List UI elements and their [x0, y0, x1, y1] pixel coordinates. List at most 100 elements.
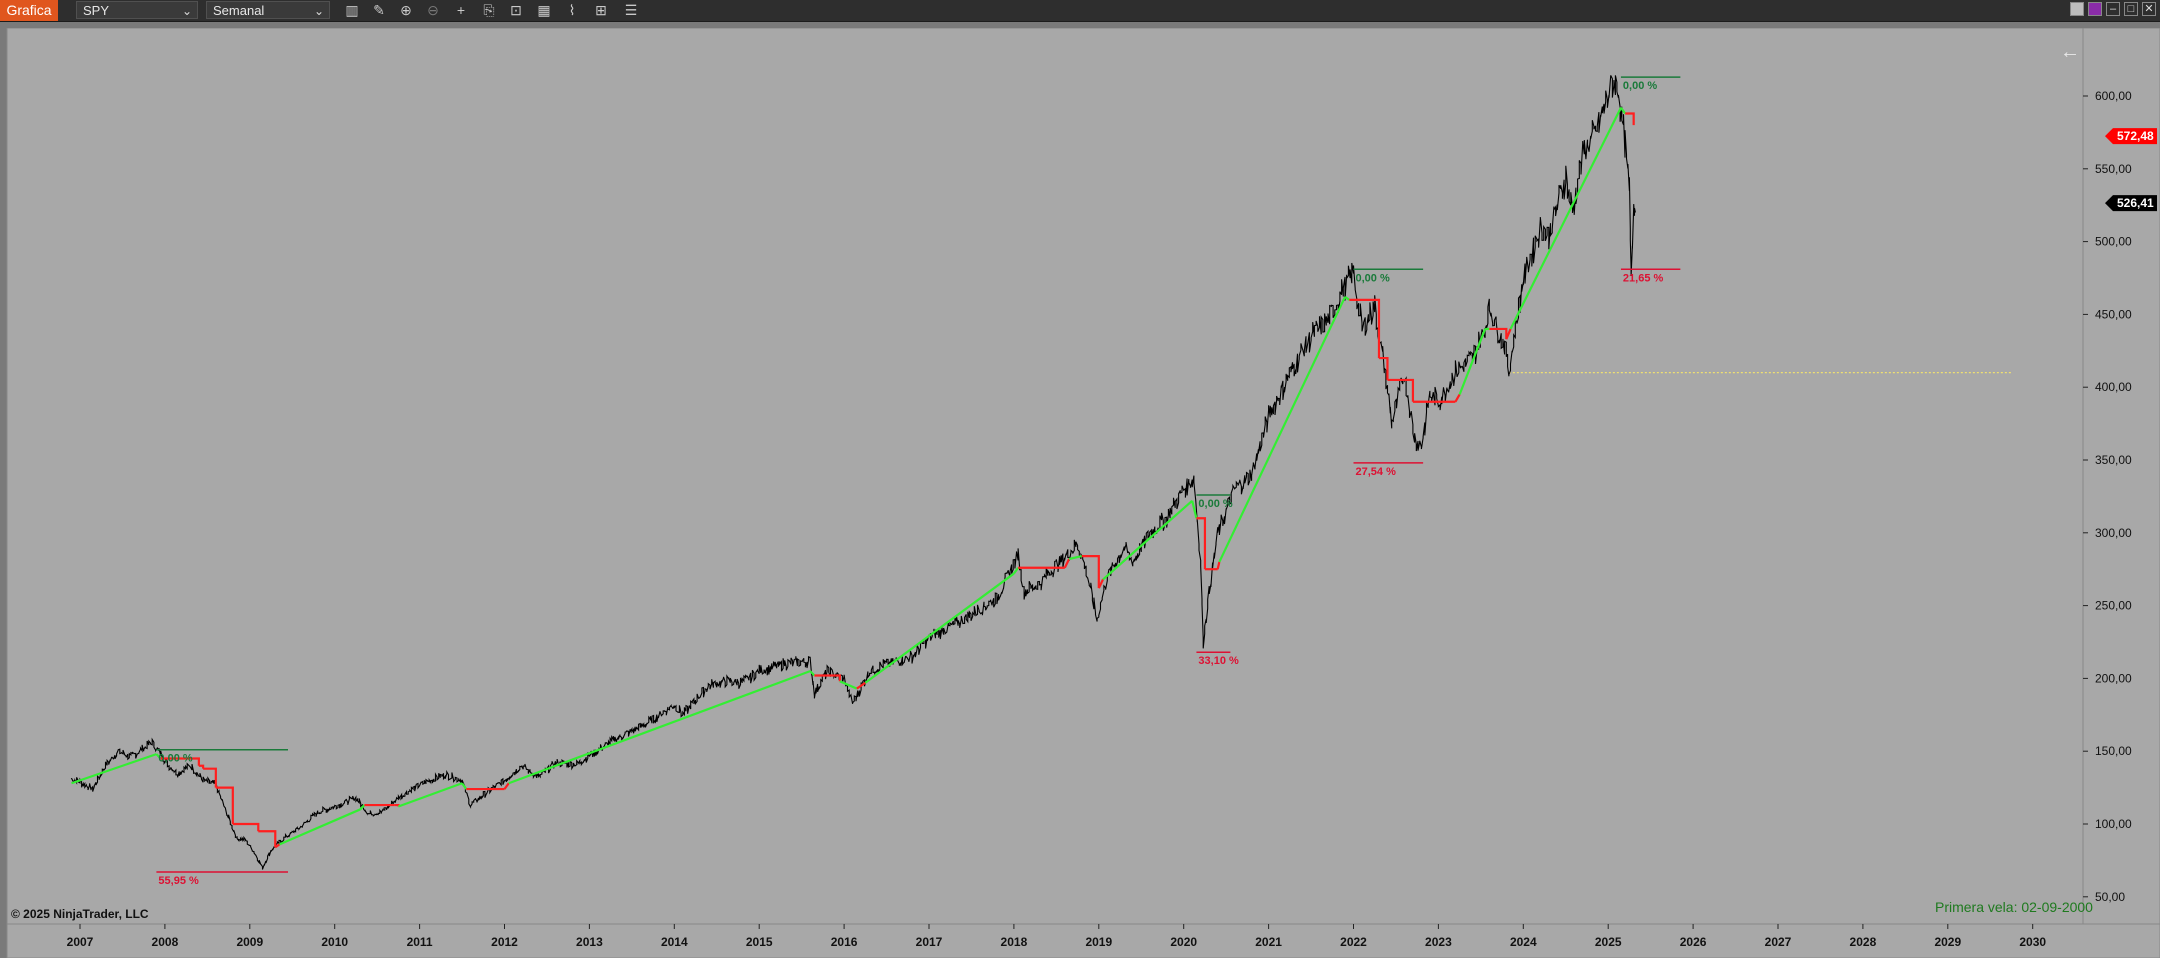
crosshair-icon[interactable]: +: [456, 2, 466, 18]
trailing-stop-down: [1625, 112, 1635, 126]
x-tick-label: 2025: [1595, 935, 1622, 949]
trailing-stop-down: [1196, 517, 1207, 570]
x-tick-label: 2019: [1085, 935, 1112, 949]
y-tick-label: 100,00: [2095, 817, 2132, 831]
peak-label: 0,00 %: [1356, 272, 1390, 284]
close-icon[interactable]: ✕: [2142, 2, 2156, 16]
y-tick-label: 150,00: [2095, 744, 2132, 758]
indicators-icon[interactable]: ▦: [537, 2, 551, 18]
trailing-stop-up: [508, 670, 811, 785]
trailing-stop-down: [1489, 327, 1508, 340]
instrument-select[interactable]: SPY ⌄: [76, 1, 198, 19]
peak-label: 0,00 %: [158, 753, 192, 765]
chart-panel[interactable]: 600,00 550,00 500,00 450,00 400,00 350,00 300,…: [5, 28, 2160, 958]
last-price-marker: [2105, 195, 2157, 212]
y-tick-label: 200,00: [2095, 671, 2132, 685]
x-axis-panel[interactable]: [6, 923, 2160, 958]
strategies-icon[interactable]: ⌇: [568, 2, 576, 18]
chevron-down-icon: ⌄: [313, 4, 324, 18]
x-tick-label: 2017: [916, 935, 943, 949]
x-tick-label: 2016: [831, 935, 858, 949]
trailing-stop-up: [1218, 296, 1347, 563]
y-tick-label: 600,00: [2095, 89, 2132, 103]
trailing-stop-down: [1081, 554, 1100, 589]
trailing-stop-up: [279, 808, 361, 846]
properties-icon[interactable]: ⎘: [483, 2, 495, 18]
trailing-stop-up: [461, 782, 468, 790]
trailing-stop-down: [215, 786, 234, 824]
x-tick-label: 2007: [67, 935, 94, 949]
y-tick-label: 300,00: [2095, 526, 2132, 540]
maximize-icon[interactable]: □: [2124, 2, 2138, 16]
window-title[interactable]: Grafica: [0, 0, 58, 21]
x-tick-label: 2030: [2019, 935, 2046, 949]
x-tick-label: 2027: [1765, 935, 1792, 949]
y-tick-label: 500,00: [2095, 235, 2132, 249]
trailing-stop-up: [864, 572, 1015, 684]
templates-icon[interactable]: ⊞: [595, 2, 607, 18]
y-axis-panel[interactable]: [2082, 28, 2160, 925]
x-tick-label: 2024: [1510, 935, 1537, 949]
trailing-stop-down: [258, 830, 277, 848]
period-select[interactable]: Semanal ⌄: [206, 1, 330, 19]
trailing-stop-down: [1505, 328, 1512, 340]
price-chart[interactable]: 600,00 550,00 500,00 450,00 400,00 350,00 300,…: [5, 28, 2160, 958]
chevron-down-icon: ⌄: [181, 4, 192, 18]
trailing-stop-down: [232, 822, 260, 832]
x-tick-label: 2010: [321, 935, 348, 949]
zoom-out-icon[interactable]: ⊖: [427, 2, 439, 18]
y-tick-label: 450,00: [2095, 307, 2132, 321]
trailing-stop-down: [274, 843, 281, 849]
x-tick-label: 2020: [1170, 935, 1197, 949]
copyright-text: © 2025 NinjaTrader, LLC: [11, 907, 149, 921]
zoom-in-icon[interactable]: ⊕: [400, 2, 412, 18]
trailing-stop-up: [1344, 296, 1350, 301]
trailing-stop-down: [1063, 558, 1071, 569]
last-price-marker: [2105, 128, 2157, 145]
period-value: Semanal: [213, 3, 265, 18]
x-tick-label: 2023: [1425, 935, 1452, 949]
more-icon[interactable]: ☰: [624, 2, 638, 18]
drawdown-label: 55,95 %: [158, 875, 199, 887]
chart-toolbar: Grafica SPY ⌄ Semanal ⌄ ▥ ✎ ⊕ ⊖ + ⎘ ⊡ ▦ …: [0, 0, 2160, 22]
last-price-label: 572,48: [2117, 129, 2154, 143]
x-tick-label: 2008: [152, 935, 179, 949]
trailing-stop-down: [503, 782, 510, 790]
x-tick-label: 2009: [236, 935, 263, 949]
trailing-stop-up: [397, 782, 463, 808]
draw-icon[interactable]: ✎: [373, 2, 385, 18]
instrument-value: SPY: [83, 3, 110, 18]
y-tick-label: 550,00: [2095, 162, 2132, 176]
trailing-stop-down: [160, 757, 200, 766]
x-tick-label: 2029: [1934, 935, 1961, 949]
drawdown-label: 21,65 %: [1623, 272, 1664, 284]
plot-area[interactable]: [6, 28, 2084, 925]
bar-type-icon[interactable]: ▥: [345, 2, 359, 18]
link-icon[interactable]: [2070, 2, 2084, 16]
trailing-stop-up: [1620, 107, 1627, 115]
x-tick-label: 2015: [746, 935, 773, 949]
peak-label: 0,00 %: [1198, 498, 1232, 510]
y-tick-label: 250,00: [2095, 599, 2132, 613]
trailing-stop-up: [809, 670, 816, 677]
y-tick-label: 400,00: [2095, 380, 2132, 394]
trailing-stop-up: [155, 753, 162, 760]
x-tick-label: 2026: [1680, 935, 1707, 949]
trailing-stop-up: [359, 804, 366, 811]
x-tick-label: 2014: [661, 935, 688, 949]
x-tick-label: 2021: [1255, 935, 1282, 949]
peak-label: 0,00 %: [1623, 80, 1657, 92]
x-tick-label: 2011: [407, 935, 433, 949]
trailing-stop-down: [856, 681, 866, 690]
trailing-stop-down: [1349, 298, 1381, 359]
minimize-icon[interactable]: –: [2106, 2, 2120, 16]
trailing-stop-down: [1454, 393, 1461, 403]
y-tick-label: 50,00: [2095, 890, 2125, 904]
color-icon[interactable]: [2088, 2, 2102, 16]
data-box-icon[interactable]: ⊡: [510, 2, 522, 18]
trailing-stop-up: [1191, 500, 1198, 519]
back-arrow-icon: ←: [2060, 41, 2080, 63]
last-price-label: 526,41: [2117, 196, 2154, 210]
trailing-stop-up: [839, 680, 858, 690]
y-tick-label: 350,00: [2095, 453, 2132, 467]
